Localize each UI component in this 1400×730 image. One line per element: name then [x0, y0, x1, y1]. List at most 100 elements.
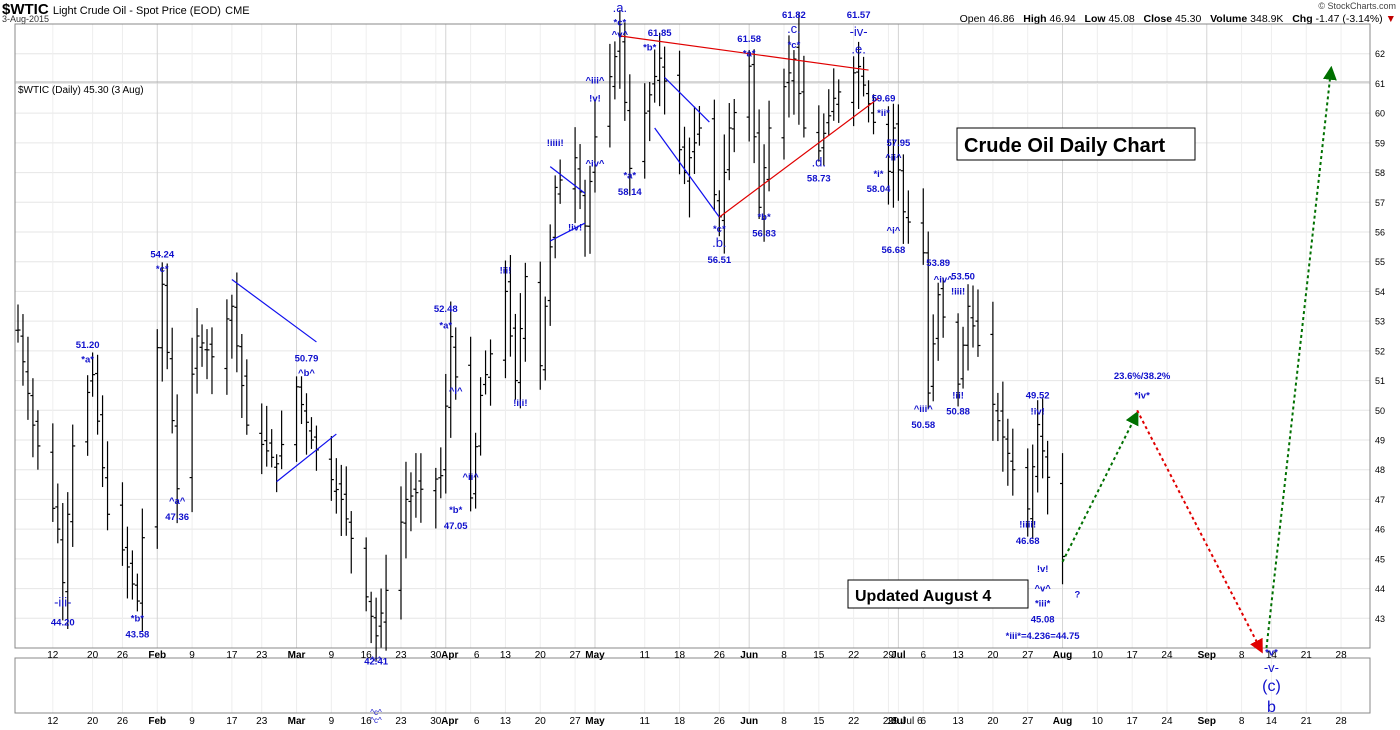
ohlc-bar [885, 106, 891, 205]
high-label: High [1023, 13, 1047, 25]
ohlc-bar [413, 453, 419, 518]
y-tick-label: 44 [1375, 584, 1385, 594]
ohlc-bar [15, 304, 21, 343]
overlay-label-c3: ^c^ [370, 716, 382, 725]
wave-label: *v* [1265, 647, 1278, 658]
y-tick-label: 50 [1375, 406, 1385, 416]
ohlc-bar [557, 159, 563, 204]
y-tick-label: 53 [1375, 317, 1385, 327]
x-tick-label: 24 [1161, 650, 1173, 661]
wave-label: ^iii^ [914, 404, 933, 415]
x-tick-label-lower: 20 [535, 716, 547, 727]
x-tick-label-lower: 27 [1022, 716, 1034, 727]
wave-label: *c* [614, 17, 627, 28]
x-tick-label-lower: Jul [891, 716, 906, 727]
wave-label: 47.05 [444, 521, 468, 532]
wave-label: ^v^ [1034, 584, 1051, 595]
x-tick-label-lower: 20 [87, 716, 99, 727]
ohlc-bar [935, 282, 941, 361]
wave-label: *iv* [1134, 390, 1150, 401]
y-tick-label: 56 [1375, 228, 1385, 238]
x-tick-label-lower: Jun [740, 716, 758, 727]
overlay-label-c: *c* [371, 655, 381, 664]
x-tick-label-lower: Feb [148, 716, 166, 727]
x-tick-label: 17 [226, 650, 238, 661]
wave-label: 61.58 [737, 34, 761, 45]
ohlc-bar [65, 492, 71, 629]
ohlc-bars [15, 10, 1066, 661]
ohlc-bar [592, 99, 598, 193]
ohlc-bar [244, 359, 250, 435]
chart-date: 3-Aug-2015 [2, 14, 50, 24]
x-tick-label-lower: 20 [987, 716, 999, 727]
ohlc-bar [468, 336, 474, 512]
wave-label: !ii! [952, 390, 964, 401]
ohlc-bar [453, 327, 459, 400]
x-tick-label: 26 [714, 650, 726, 661]
wave-label: *b* [449, 505, 463, 516]
ohlc-bar [363, 537, 369, 612]
bullish-projection-arrow [1265, 65, 1337, 649]
ohlc-bar [209, 327, 215, 395]
x-tick-label-lower: 26 [117, 716, 129, 727]
y-tick-label: 52 [1375, 346, 1385, 356]
price-panel-frame [14, 23, 1371, 649]
ohlc-bar [955, 313, 961, 407]
ohlc-bar [239, 334, 245, 419]
x-tick-label-lower: 18 [674, 716, 686, 727]
wave-label: 50.88 [946, 407, 970, 418]
x-tick-label: 13 [953, 650, 965, 661]
ohlc-bar [866, 80, 872, 123]
ohlc-bar [691, 106, 697, 174]
y-tick-label: 45 [1375, 554, 1385, 564]
ohlc-bar [502, 260, 508, 379]
ohlc-bar [920, 188, 926, 265]
ohlc-bar [159, 262, 165, 382]
wave-label: 56.51 [707, 255, 731, 266]
ohlc-bar [234, 272, 240, 373]
ohlc-bar [398, 486, 404, 620]
wave-label: 50.79 [295, 353, 319, 364]
ohlc-bar [826, 89, 832, 136]
open-label: Open [959, 13, 986, 25]
y-tick-label: 51 [1375, 376, 1385, 386]
ohlc-bar [1035, 400, 1041, 493]
volume-value: 348.9K [1250, 13, 1284, 25]
open-value: 46.86 [988, 13, 1015, 25]
wave-label: !ii! [500, 266, 512, 277]
chg-label: Chg [1292, 13, 1313, 25]
ohlc-bar [572, 127, 578, 224]
ohlc-bar [224, 299, 230, 395]
x-tick-label-lower: Sep [1198, 716, 1216, 727]
x-tick-label: 30 [430, 650, 442, 661]
x-tick-label-lower: 13 [953, 716, 965, 727]
x-tick-label-lower: 15 [813, 716, 825, 727]
wave-label: ^v^ [612, 29, 629, 40]
ohlc-bar [677, 50, 683, 175]
x-tick-label-lower: 9 [329, 716, 335, 727]
ohlc-bar [547, 224, 553, 326]
ohlc-bar [796, 13, 802, 125]
wave-label: 53.89 [926, 258, 950, 269]
x-tick-label: Apr [441, 650, 458, 661]
wave-label: ^ii^ [462, 472, 479, 483]
ohlc-bar [726, 103, 732, 181]
ohlc-bar [746, 50, 752, 142]
exchange: CME [225, 5, 250, 17]
x-tick-label-lower: 13 [500, 716, 512, 727]
ohlc-bar [751, 49, 757, 164]
ohlc-bar [652, 49, 658, 103]
x-tick-label: 12 [47, 650, 59, 661]
resistance-line [718, 97, 879, 218]
ohlc-bar [119, 482, 125, 566]
wave-label: ^ii^ [885, 153, 902, 164]
y-tick-label: 46 [1375, 525, 1385, 535]
ohlc-bar [890, 103, 896, 208]
ohlc-bar [1000, 381, 1006, 472]
ohlc-bar [612, 41, 618, 100]
x-tick-label: 27 [570, 650, 582, 661]
ohlc-bar [60, 503, 66, 621]
wave-label: 49.52 [1026, 390, 1050, 401]
wave-label: ^i^ [887, 225, 901, 236]
symbol-title: $WTIC Light Crude Oil - Spot Price (EOD)… [2, 1, 250, 18]
